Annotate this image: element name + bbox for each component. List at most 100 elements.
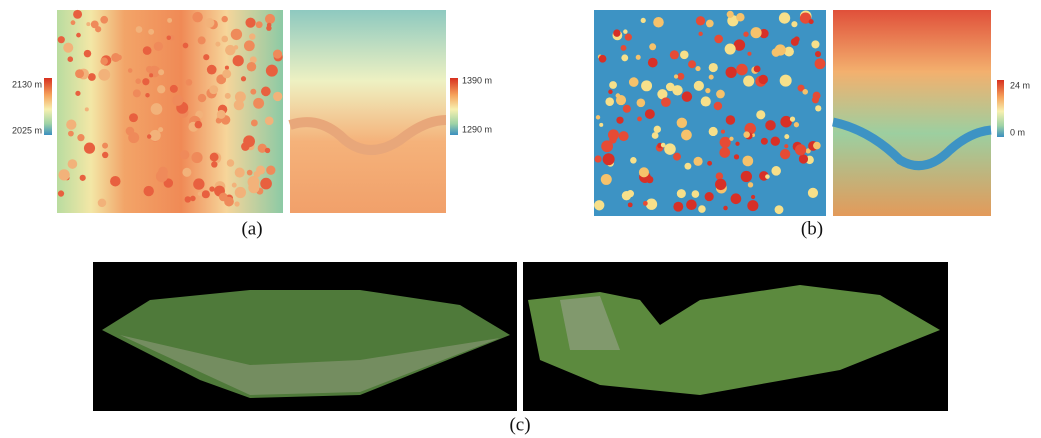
tree-crown <box>207 65 217 75</box>
tree-crown <box>705 88 710 93</box>
tree-crown <box>102 152 108 158</box>
tree-crown <box>77 134 84 141</box>
tree-crown <box>254 171 261 178</box>
tree-crown <box>243 135 255 147</box>
tree-crown <box>759 75 768 84</box>
tree-crown <box>799 154 808 163</box>
tree-crown <box>780 116 792 128</box>
tree-crown <box>680 51 689 60</box>
tree-crown <box>725 44 736 55</box>
tree-crown <box>613 29 620 36</box>
tree-crown <box>736 64 748 76</box>
tree-crown <box>623 29 627 33</box>
tree-crown <box>129 113 138 122</box>
tree-crown <box>248 176 260 188</box>
tree-crown <box>198 192 202 196</box>
tree-crown <box>686 199 697 210</box>
scale-min: 1290 m <box>462 124 492 134</box>
tree-crown <box>815 51 821 57</box>
tree-crown <box>808 188 818 198</box>
tree-crown <box>86 22 90 26</box>
tree-crown <box>235 187 246 198</box>
tree-crown <box>775 205 784 214</box>
tree-crown <box>694 81 704 91</box>
tree-crown <box>743 32 748 37</box>
tree-crown <box>701 96 711 106</box>
tree-crown <box>748 182 753 187</box>
tree-crown <box>645 109 655 119</box>
tree-crown <box>156 170 168 182</box>
tree-crown <box>601 174 612 185</box>
tree-crown <box>265 14 275 24</box>
tree-crown <box>210 153 219 162</box>
tree-crown <box>673 202 683 212</box>
tree-crown <box>726 115 735 124</box>
tree-crown <box>594 155 601 162</box>
tree-crown <box>217 110 226 119</box>
tree-crown <box>674 74 678 78</box>
tree-crown <box>151 103 163 115</box>
tree-crown <box>128 132 139 143</box>
tree-crown <box>623 105 631 113</box>
tree-crown <box>221 16 227 22</box>
tree-crown <box>741 171 752 182</box>
tree-crown <box>209 85 218 94</box>
tree-crown <box>677 118 687 128</box>
tree-crown <box>616 117 623 124</box>
tree-crown <box>145 93 149 97</box>
tree-crown <box>136 26 143 33</box>
tree-crown <box>143 46 152 55</box>
tree-crown <box>266 166 275 175</box>
tree-crown <box>251 120 258 127</box>
tree-crown <box>684 163 691 170</box>
tree-crown <box>791 38 799 46</box>
tree-crown <box>100 57 108 65</box>
tree-crown <box>780 149 790 159</box>
tree-crown <box>654 126 661 133</box>
tree-crown <box>75 69 84 78</box>
tree-crown <box>215 42 220 47</box>
tree-crown <box>681 130 692 141</box>
tree-crown <box>202 190 210 198</box>
tree-crown <box>695 66 700 71</box>
tree-crown <box>596 115 600 119</box>
scale-max: 1390 m <box>462 75 492 85</box>
tree-crown <box>225 66 229 70</box>
tree-crown <box>779 12 790 23</box>
tree-crown <box>241 76 246 81</box>
tree-crown <box>731 193 742 204</box>
tree-crown <box>652 132 659 139</box>
tree-crown <box>58 36 65 43</box>
tree-crown <box>627 190 634 197</box>
tree-crown <box>815 105 821 111</box>
tree-crown <box>142 78 149 85</box>
tree-crown <box>234 100 244 110</box>
tree-crown <box>66 120 76 130</box>
tree-crown <box>639 167 649 177</box>
tree-crown <box>154 42 163 51</box>
tree-crown <box>714 102 723 111</box>
tree-crown <box>771 136 780 145</box>
tree-crown <box>209 186 214 191</box>
tree-crown <box>75 91 80 96</box>
tree-crown <box>190 196 196 202</box>
tree-crown <box>756 110 765 119</box>
tree-crown <box>765 174 770 179</box>
tree-crown <box>253 98 264 109</box>
tree-crown <box>630 157 637 164</box>
tree-crown <box>172 95 183 106</box>
tree-crown <box>191 152 202 163</box>
tree-crown <box>185 196 191 202</box>
tree-crown <box>747 200 758 211</box>
tree-crown <box>707 23 711 27</box>
tree-crown <box>720 137 731 148</box>
tree-crown <box>809 19 814 24</box>
tree-crown <box>625 34 632 41</box>
tree-crown <box>666 83 675 92</box>
tree-crown <box>133 89 141 97</box>
tree-crown <box>158 69 164 75</box>
tree-crown <box>192 12 202 22</box>
tree-crown <box>232 183 237 188</box>
tree-crown <box>601 140 613 152</box>
tree-crown <box>621 45 627 51</box>
